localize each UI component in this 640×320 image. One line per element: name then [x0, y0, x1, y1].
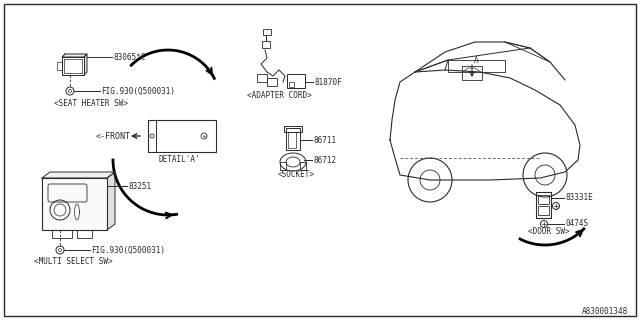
Text: 83065*C: 83065*C [113, 52, 145, 61]
Bar [52, 230, 72, 238]
Bar [462, 66, 482, 80]
Text: 86711: 86711 [313, 135, 336, 145]
Text: <DOOR SW>: <DOOR SW> [528, 228, 570, 236]
Polygon shape [107, 172, 115, 230]
Bar [284, 126, 302, 132]
Text: A: A [474, 55, 479, 65]
Bar [536, 192, 551, 218]
Polygon shape [42, 172, 115, 178]
Polygon shape [84, 54, 87, 75]
Text: A830001348: A830001348 [582, 308, 628, 316]
Bar [148, 120, 216, 152]
Text: <-FRONT: <-FRONT [96, 132, 131, 140]
Bar [280, 162, 286, 170]
Bar [287, 74, 305, 88]
Text: 83251: 83251 [128, 181, 151, 190]
Text: <SOCKET>: <SOCKET> [278, 170, 315, 179]
Text: <MULTI SELECT SW>: <MULTI SELECT SW> [34, 258, 113, 267]
Text: <ADAPTER CORD>: <ADAPTER CORD> [247, 91, 312, 100]
Bar [77, 230, 92, 238]
Bar [262, 41, 270, 48]
Bar [538, 195, 549, 204]
Text: <SEAT HEATER SW>: <SEAT HEATER SW> [54, 99, 128, 108]
Text: FIG.930(Q500031): FIG.930(Q500031) [101, 86, 175, 95]
Text: DETAIL'A': DETAIL'A' [158, 155, 200, 164]
Bar [286, 128, 300, 150]
Text: FIG.930(Q500031): FIG.930(Q500031) [91, 245, 165, 254]
Text: 81870F: 81870F [314, 77, 342, 86]
Text: 83331E: 83331E [565, 194, 593, 203]
Text: 86712: 86712 [313, 156, 336, 164]
Bar [257, 74, 267, 82]
Bar [57, 62, 62, 70]
Bar [538, 206, 549, 215]
Polygon shape [62, 54, 87, 57]
Bar [62, 57, 84, 75]
Text: 0474S: 0474S [565, 220, 588, 228]
Bar [300, 162, 306, 170]
Bar [267, 78, 277, 86]
Bar [288, 132, 296, 148]
Bar [289, 82, 294, 87]
Bar [263, 29, 271, 35]
Bar [64, 59, 82, 73]
Bar [42, 178, 107, 230]
